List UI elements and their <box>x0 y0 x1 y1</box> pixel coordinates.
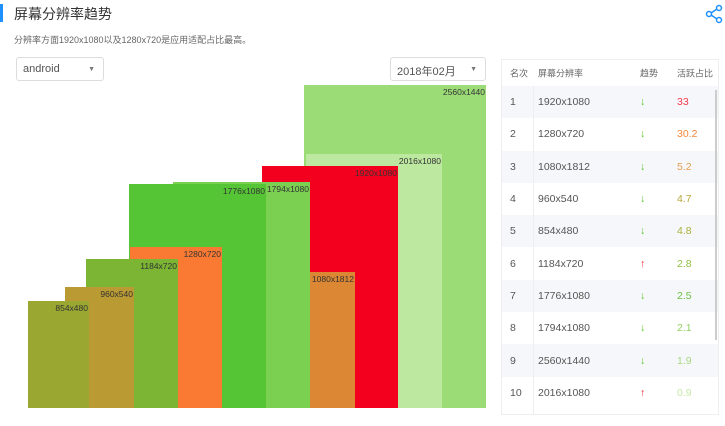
share-value: 2.8 <box>677 257 692 270</box>
resolution-table: 名次 屏幕分辨率 趋势 活跃占比 1 1920x1080 ↓ 33 2 1280x… <box>501 59 719 415</box>
resolution: 1280x720 <box>538 128 585 141</box>
resolution-label: 2560x1440 <box>443 87 485 97</box>
month-value: 2018年02月 <box>397 66 456 78</box>
table-row[interactable]: 7 1776x1080 ↓ 2.5 <box>502 279 718 313</box>
resolution-label: 1080x1812 <box>312 274 354 284</box>
table-row[interactable]: 1 1920x1080 ↓ 33 <box>502 86 718 119</box>
resolution: 2016x1080 <box>538 386 590 399</box>
resolution-label: 854x480 <box>55 303 88 313</box>
platform-value: android <box>23 63 60 75</box>
share-value: 30.2 <box>677 128 698 141</box>
trend-arrow-icon: ↓ <box>640 193 646 206</box>
resolution: 960x540 <box>538 193 579 206</box>
share-value: 4.8 <box>677 225 692 238</box>
share-value: 5.2 <box>677 160 692 173</box>
resolution-label: 1794x1080 <box>267 184 309 194</box>
share-value: 2.1 <box>677 322 692 335</box>
share-value: 0.9 <box>677 386 692 399</box>
table-row[interactable]: 3 1080x1812 ↓ 5.2 <box>502 150 718 183</box>
resolution: 1794x1080 <box>538 322 590 335</box>
trend-arrow-icon: ↓ <box>640 322 646 335</box>
table-row[interactable]: 2 1280x720 ↓ 30.2 <box>502 118 718 150</box>
table-row[interactable]: 6 1184x720 ↑ 2.8 <box>502 247 718 279</box>
resolution: 1184x720 <box>538 257 584 270</box>
header-resolution: 屏幕分辨率 <box>538 68 584 79</box>
column-divider <box>533 86 534 414</box>
page-title: 屏幕分辨率趋势 <box>14 6 112 22</box>
header-rank: 名次 <box>510 68 529 79</box>
share-value: 1.9 <box>677 354 692 367</box>
trend-arrow-icon: ↑ <box>640 386 646 399</box>
rank: 3 <box>510 160 516 173</box>
table-row[interactable]: 8 1794x1080 ↓ 2.1 <box>502 312 718 344</box>
month-select[interactable]: 2018年02月 ▼ <box>390 57 486 81</box>
rank: 1 <box>510 96 516 109</box>
rank: 4 <box>510 193 516 206</box>
rank: 6 <box>510 257 516 270</box>
trend-arrow-icon: ↑ <box>640 257 646 270</box>
resolution: 1920x1080 <box>538 96 590 109</box>
resolution-label: 960x540 <box>100 289 133 299</box>
table-header: 名次 屏幕分辨率 趋势 活跃占比 <box>502 60 718 86</box>
scrollbar[interactable] <box>715 90 717 340</box>
table-row[interactable]: 10 2016x1080 ↑ 0.9 <box>502 377 718 409</box>
header-share: 活跃占比 <box>677 68 714 79</box>
share-value: 4.7 <box>677 193 692 206</box>
title-accent-bar <box>0 4 3 22</box>
rank: 10 <box>510 386 522 399</box>
resolution: 854x480 <box>538 225 579 238</box>
rank: 5 <box>510 225 516 238</box>
trend-arrow-icon: ↓ <box>640 289 646 302</box>
chevron-down-icon: ▼ <box>470 66 477 73</box>
page-subtitle: 分辨率方面1920x1080以及1280x720是应用适配占比最高。 <box>14 35 252 45</box>
resolution-label: 1280x720 <box>184 249 222 259</box>
chevron-down-icon: ▼ <box>88 66 95 73</box>
header-trend: 趋势 <box>640 68 659 79</box>
resolution: 2560x1440 <box>538 354 590 367</box>
resolution: 1776x1080 <box>538 289 590 302</box>
share-value: 2.5 <box>677 289 692 302</box>
resolution-rect[interactable] <box>28 301 89 408</box>
platform-select[interactable]: android ▼ <box>16 57 104 81</box>
trend-arrow-icon: ↓ <box>640 225 646 238</box>
resolution-label: 1184x720 <box>140 261 177 271</box>
share-icon[interactable] <box>705 4 723 24</box>
trend-arrow-icon: ↓ <box>640 354 646 367</box>
resolution-label: 2016x1080 <box>399 156 441 166</box>
resolution-rect[interactable] <box>310 272 355 408</box>
rank: 9 <box>510 354 516 367</box>
resolution-label: 1776x1080 <box>223 186 265 196</box>
share-value: 33 <box>677 96 689 109</box>
resolution-label: 1920x1080 <box>355 168 397 178</box>
trend-arrow-icon: ↓ <box>640 96 646 109</box>
rank: 7 <box>510 289 516 302</box>
rank: 8 <box>510 322 516 335</box>
resolution: 1080x1812 <box>538 160 590 173</box>
table-row[interactable]: 9 2560x1440 ↓ 1.9 <box>502 344 718 377</box>
table-row[interactable]: 5 854x480 ↓ 4.8 <box>502 215 718 248</box>
trend-arrow-icon: ↓ <box>640 128 646 141</box>
table-row[interactable]: 4 960x540 ↓ 4.7 <box>502 183 718 215</box>
trend-arrow-icon: ↓ <box>640 160 646 173</box>
rank: 2 <box>510 128 516 141</box>
